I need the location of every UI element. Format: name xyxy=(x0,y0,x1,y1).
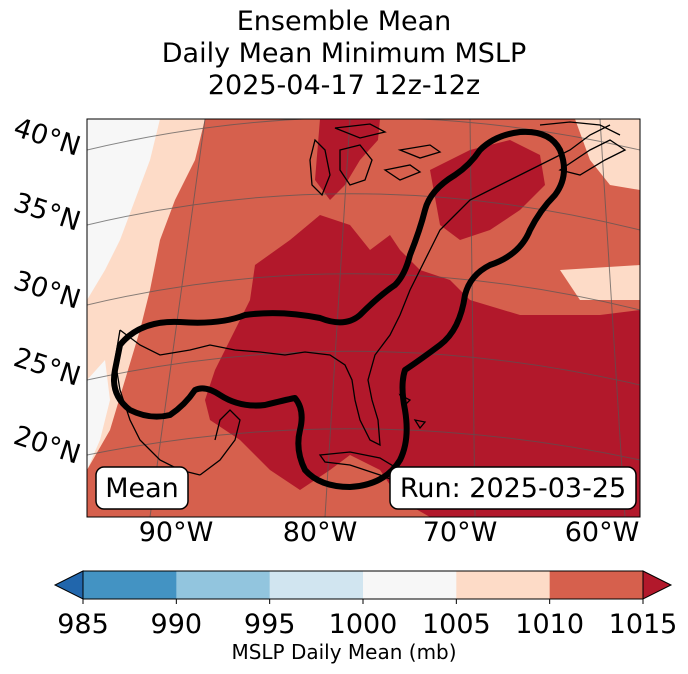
lon-label-60w: 60°W xyxy=(565,517,640,548)
colorbar-tick-label: 995 xyxy=(244,609,296,640)
colorbar-ticks: 985 990 995 1000 1005 1010 1015 xyxy=(57,599,677,640)
run-label: Run: 2025-03-25 xyxy=(400,473,626,504)
mean-label: Mean xyxy=(105,473,179,504)
colorbar-segment xyxy=(176,571,271,599)
colorbar-tick-label: 1015 xyxy=(609,609,678,640)
lat-label-35: 35°N xyxy=(10,187,84,238)
pressure-field-1005-northeast xyxy=(575,119,640,190)
colorbar-extend-high xyxy=(642,570,673,600)
colorbar-segment xyxy=(456,571,551,599)
colorbar-segment xyxy=(549,571,644,599)
map-frame xyxy=(86,118,641,518)
colorbar-tick-label: 1010 xyxy=(515,609,584,640)
colorbar-tick-label: 1005 xyxy=(422,609,491,640)
colorbar-tick-label: 990 xyxy=(151,609,203,640)
title-line-2: Daily Mean Minimum MSLP xyxy=(161,38,527,69)
title-line-1: Ensemble Mean xyxy=(236,6,452,37)
colorbar xyxy=(53,570,673,600)
graticule xyxy=(87,119,640,517)
colorbar-segment xyxy=(269,571,364,599)
colorbar-segment xyxy=(363,571,457,599)
lat-label-40: 40°N xyxy=(10,112,84,163)
pressure-field-1005-east xyxy=(560,265,640,300)
colorbar-tick-label: 1000 xyxy=(329,609,398,640)
title-line-3: 2025-04-17 12z-12z xyxy=(207,70,481,101)
pressure-field-1000-northwest xyxy=(87,119,160,300)
lat-label-20: 20°N xyxy=(10,420,84,471)
lon-label-70w: 70°W xyxy=(423,517,498,548)
pressure-field-1010-northeast xyxy=(430,140,545,240)
colorbar-label: MSLP Daily Mean (mb) xyxy=(231,640,457,664)
map-panel: Mean Run: 2025-03-25 xyxy=(87,119,640,517)
lon-label-90w: 90°W xyxy=(139,517,214,548)
pressure-field-1000-west xyxy=(87,360,110,470)
lat-label-25: 25°N xyxy=(10,342,84,393)
run-box: Run: 2025-03-25 xyxy=(389,466,637,510)
lat-label-30: 30°N xyxy=(10,265,84,316)
ensemble-outline-contour xyxy=(111,128,567,490)
colorbar-tick-label: 985 xyxy=(57,609,109,640)
colorbar-segment xyxy=(83,571,177,599)
colorbar-extend-low xyxy=(53,570,84,600)
mean-box: Mean xyxy=(95,466,189,510)
lon-label-80w: 80°W xyxy=(283,517,358,548)
